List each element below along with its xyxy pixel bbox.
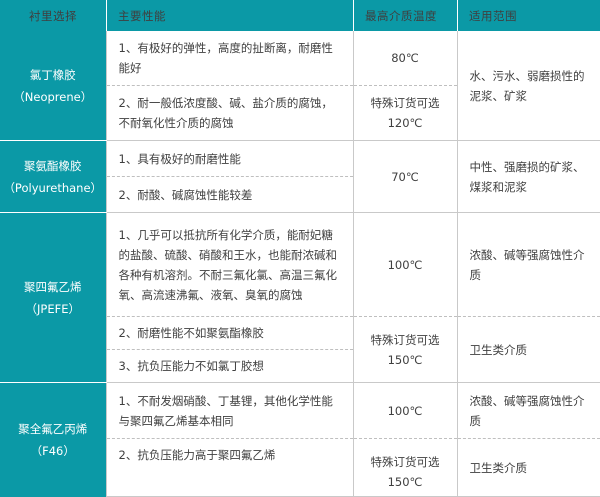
lining-name-cn: 聚氨酯橡胶 (24, 158, 82, 173)
header-cell-main-performance: 主要性能 (106, 0, 353, 31)
header-cell-lining-choice: 衬里选择 (0, 0, 106, 31)
temperature-line-2: 150℃ (387, 352, 423, 367)
lining-name-cn: 聚全氟乙丙烯 (18, 421, 88, 436)
range-value: 水、污水、弱磨损性的泥浆、矿浆 (457, 31, 600, 141)
temperature-line-1: 特殊订货可选 (370, 96, 440, 110)
performance-item: 2、耐磨性能不如聚氨酯橡胶 (106, 316, 354, 350)
table-row: 2、耐酸、碱腐蚀性能较差 (0, 176, 600, 213)
performance-item: 2、耐酸、碱腐蚀性能较差 (106, 176, 354, 213)
range-value: 卫生类介质 (457, 316, 600, 383)
lining-name-en: （JPEFE） (25, 301, 80, 316)
header-cell-applicable-range: 适用范围 (457, 0, 600, 31)
table-row: 聚全氟乙丙烯 （F46） 1、不耐发烟硝酸、丁基锂，其他化学性能与聚四氟乙烯基本… (0, 382, 600, 497)
performance-item: 2、耐一般低浓度酸、碱、盐介质的腐蚀，不耐氧化性介质的腐蚀 (106, 85, 354, 141)
header-cell-max-temperature: 最高介质温度 (353, 0, 457, 31)
temperature-line-2: 120℃ (387, 116, 423, 130)
table-row: 氯丁橡胶 （Neoprene） 1、有极好的弹性，高度的扯断离，耐磨性能好 80… (0, 31, 600, 141)
temperature-line-1: 特殊订货可选 (370, 332, 440, 347)
temperature-line-1: 特殊订货可选 (370, 455, 440, 469)
temperature-value: 100℃ (353, 212, 458, 317)
lining-name-en: （Polyurethane） (3, 180, 103, 195)
table-row: 3、抗负压能力不如氯丁胶想 (0, 349, 600, 383)
lining-name-en: （F46） (30, 443, 75, 458)
performance-item: 1、几乎可以抵抗所有化学介质，能耐妃糖的盐酸、硫酸、硝酸和王水，也能耐浓碱和各种… (106, 212, 354, 317)
performance-item: 3、抗负压能力不如氯丁胶想 (106, 349, 354, 383)
table-row: 聚氨酯橡胶 （Polyurethane） 1、具有极好的耐磨性能 70℃ 中性、… (0, 140, 600, 213)
temperature-line-2: 150℃ (387, 475, 423, 489)
range-value: 卫生类介质 (457, 438, 600, 497)
temperature-value: 100℃ (353, 382, 458, 439)
table-header-row: 衬里选择 主要性能 最高介质温度 适用范围 (0, 0, 600, 31)
temperature-value: 特殊订货可选 150℃ (353, 316, 458, 383)
performance-item: 1、不耐发烟硝酸、丁基锂，其他化学性能与聚四氟乙烯基本相同 (106, 382, 354, 439)
range-value: 浓酸、碱等强腐蚀性介质 (457, 212, 600, 317)
temperature-value: 特殊订货可选 150℃ (353, 438, 458, 497)
performance-item: 2、抗负压能力高于聚四氟乙烯 (106, 438, 354, 497)
range-value: 浓酸、碱等强腐蚀性介质 (457, 382, 600, 439)
lining-name-neoprene: 氯丁橡胶 （Neoprene） (0, 31, 107, 141)
temperature-value: 80℃ (353, 31, 458, 86)
temperature-value: 特殊订货可选 120℃ (353, 85, 458, 141)
table-row: 2、耐一般低浓度酸、碱、盐介质的腐蚀，不耐氧化性介质的腐蚀 特殊订货可选 120… (0, 85, 600, 141)
range-value: 中性、强磨损的矿浆、煤浆和泥浆 (457, 140, 600, 213)
lining-name-cn: 氯丁橡胶 (29, 67, 76, 82)
lining-name-polyurethane: 聚氨酯橡胶 （Polyurethane） (0, 140, 107, 213)
lining-name-jpefe: 聚四氟乙烯 （JPEFE） (0, 212, 107, 383)
lining-name-cn: 聚四氟乙烯 (24, 279, 82, 294)
table-row: 聚四氟乙烯 （JPEFE） 1、几乎可以抵抗所有化学介质，能耐妃糖的盐酸、硫酸、… (0, 212, 600, 383)
lining-name-f46: 聚全氟乙丙烯 （F46） (0, 382, 107, 497)
table-row: 2、耐磨性能不如聚氨酯橡胶 特殊订货可选 150℃ 卫生类介质 (0, 316, 600, 383)
performance-item: 1、有极好的弹性，高度的扯断离，耐磨性能好 (106, 31, 354, 86)
lining-name-en: （Neoprene） (13, 89, 93, 104)
performance-item: 1、具有极好的耐磨性能 (106, 140, 354, 177)
temperature-value: 70℃ (353, 140, 458, 213)
